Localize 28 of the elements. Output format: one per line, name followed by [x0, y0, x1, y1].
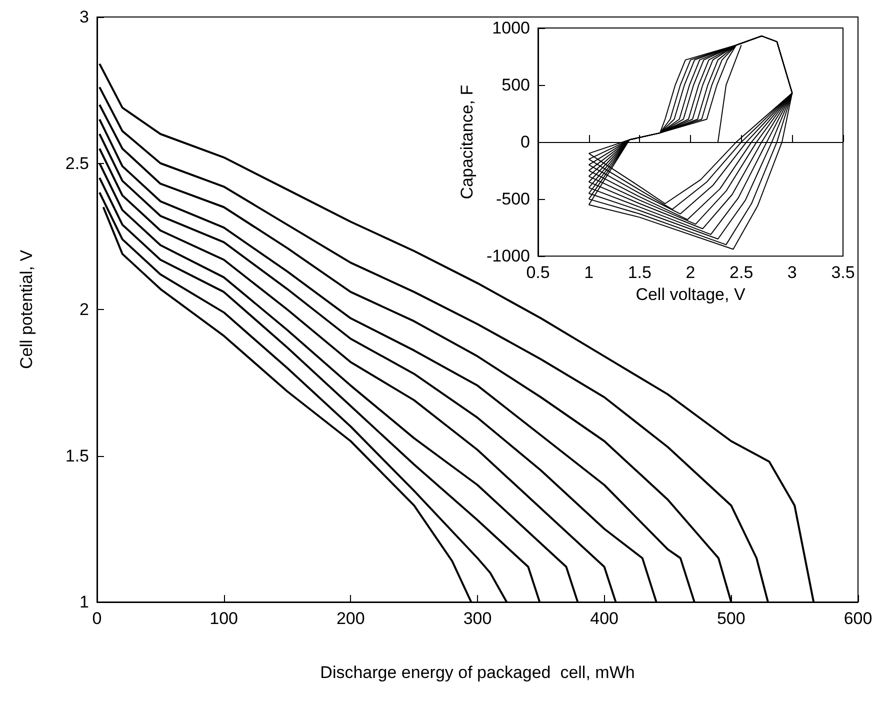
x-axis-title: Discharge energy of packaged cell, mWh [320, 663, 635, 682]
x-tick-label: 0.5 [526, 263, 550, 282]
x-tick-label: 600 [844, 609, 872, 628]
y-tick-label: 1 [80, 592, 89, 612]
x-tick-label: 400 [590, 609, 619, 628]
x-tick-label: 500 [716, 609, 746, 628]
y-tick-label: 1000 [492, 18, 530, 38]
x-tick-label: 200 [336, 609, 365, 628]
x-tick-label: 1.5 [628, 263, 652, 282]
x-tick-label: 100 [210, 609, 238, 628]
x-tick-label: 300 [463, 609, 492, 628]
y-tick-label: 2 [80, 300, 89, 319]
x-tick-label: 2 [686, 263, 696, 282]
y-tick-label: 3 [80, 8, 89, 26]
x-tick-label: 3.5 [831, 263, 855, 282]
y-tick-label: 2.5 [65, 154, 89, 173]
y-tick-label: -1000 [486, 246, 530, 266]
x-tick-label: 0 [92, 609, 102, 628]
x-axis-title: Cell voltage, V [636, 285, 746, 304]
y-axis-title: Cell potential, V [17, 249, 36, 370]
y-tick-label: 1.5 [65, 446, 89, 466]
y-tick-label: 0 [520, 132, 530, 152]
y-axis-title: Capacitance, F [458, 84, 477, 200]
x-tick-label: 3 [787, 263, 797, 282]
x-tick-label: 1 [584, 263, 594, 282]
x-tick-label: 2.5 [730, 263, 754, 282]
y-tick-label: 500 [502, 76, 530, 95]
y-tick-label: -500 [496, 190, 530, 209]
